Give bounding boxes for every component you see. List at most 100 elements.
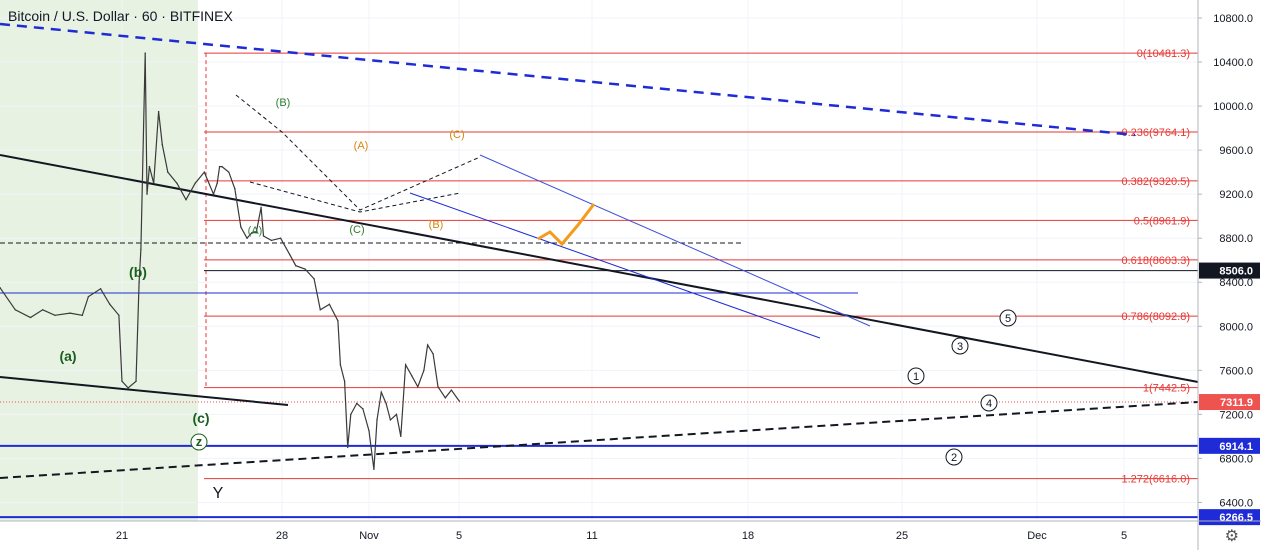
wave-label: 2 [951, 452, 957, 464]
price-badge [1199, 262, 1260, 279]
price-point [295, 265, 297, 267]
wave-label: (a) [59, 348, 76, 364]
wave-label: (C) [449, 129, 464, 141]
channel-lower-line [409, 192, 821, 339]
price-point [157, 110, 160, 113]
price-point [347, 446, 349, 449]
price-point [221, 165, 223, 168]
x-tick-label: 18 [742, 530, 754, 542]
price-point [69, 312, 71, 314]
price-point [251, 231, 253, 234]
price-badge-label: 6914.1 [1219, 441, 1253, 453]
fib-level-label: 0.618(8603.3) [1122, 255, 1191, 267]
price-point [109, 303, 111, 305]
x-tick-label: 5 [1121, 530, 1127, 542]
y-tick-label: 10800.0 [1213, 13, 1253, 25]
x-tick-label: 11 [586, 530, 597, 542]
price-point [368, 430, 370, 432]
y-tick-label: 8800.0 [1219, 233, 1253, 245]
wave-label: 5 [1005, 313, 1011, 325]
price-point [289, 254, 291, 256]
price-point [362, 408, 364, 410]
price-point [279, 237, 282, 239]
x-tick-label: Nov [359, 530, 379, 542]
price-point [426, 344, 429, 346]
price-point [138, 281, 140, 283]
x-tick-label: 5 [456, 530, 462, 542]
price-badge-label: 7311.9 [1220, 397, 1253, 409]
wave-label: (A) [354, 140, 369, 152]
price-point [148, 165, 151, 168]
price-point [432, 353, 434, 355]
price-point [185, 198, 187, 201]
price-point [144, 52, 146, 54]
price-point [29, 316, 32, 319]
channel-upper-line [479, 154, 871, 327]
settings-gear-icon[interactable]: ⚙ [1224, 528, 1239, 545]
fib-level-label: 0.382(9320.5) [1122, 176, 1191, 188]
fib-level-label: 0(10481.3) [1137, 48, 1190, 60]
fib-level-label: 0.5(8961.9) [1134, 215, 1190, 227]
price-point [458, 400, 461, 402]
price-badge-label: 6266.5 [1219, 512, 1253, 524]
wave-c-trend-line [0, 376, 289, 406]
price-point [240, 226, 242, 228]
price-point [42, 309, 44, 311]
price-point [14, 309, 16, 311]
wave-label: 4 [986, 398, 992, 410]
price-point [260, 206, 262, 209]
price-point [87, 295, 90, 298]
wave-label-circle [951, 337, 969, 355]
price-point [270, 239, 273, 242]
downtrend-dashed-line [0, 22, 1136, 137]
wave-label: (B) [276, 97, 291, 109]
rising-support-dashed [0, 401, 1199, 479]
price-point [153, 182, 155, 184]
price-point [337, 320, 339, 322]
wave-label-circle [945, 448, 963, 466]
price-point [395, 413, 398, 416]
price-point [194, 182, 196, 184]
price-point [176, 182, 178, 184]
wave-label: (B) [429, 219, 444, 231]
x-tick-label: 21 [116, 530, 128, 542]
price-point [203, 171, 206, 173]
price-point [246, 237, 248, 239]
y-tick-label: 7600.0 [1219, 365, 1253, 377]
price-point [140, 248, 142, 250]
wave-label: (b) [129, 264, 147, 280]
price-badge-label: 8506.0 [1219, 266, 1253, 278]
price-point [127, 387, 129, 389]
price-point [54, 314, 56, 316]
x-tick-label: 25 [896, 530, 908, 542]
price-point [339, 364, 342, 366]
price-point [437, 386, 439, 388]
price-point [255, 231, 257, 234]
fib-level-label: 1.272(6616.0) [1122, 474, 1191, 486]
price-point [216, 182, 218, 184]
price-point [385, 402, 387, 405]
price-point [262, 235, 265, 237]
wave-label: 3 [957, 341, 963, 353]
price-point [304, 268, 306, 270]
price-point [99, 288, 102, 290]
price-point [118, 314, 120, 316]
chart-title: Bitcoin / U.S. Dollar · 60 · BITFINEX [8, 8, 233, 24]
y-tick-label: 10400.0 [1213, 57, 1253, 69]
price-point [376, 419, 378, 421]
price-point [234, 187, 236, 190]
y-tick-label: 7200.0 [1219, 409, 1253, 421]
price-point [212, 193, 215, 195]
wave-y-zone [0, 0, 198, 521]
wave-label-circle [907, 367, 925, 385]
price-point [444, 397, 446, 399]
price-point [328, 303, 331, 305]
price-point [81, 314, 84, 316]
price-point [389, 419, 392, 421]
price-point [313, 278, 315, 280]
price-point [400, 435, 402, 438]
price-point [218, 165, 221, 168]
x-tick-label: Dec [1027, 530, 1047, 542]
